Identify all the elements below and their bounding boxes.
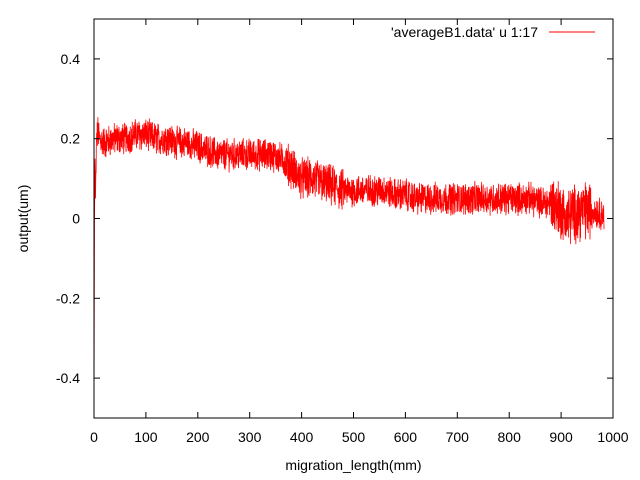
x-axis-label: migration_length(mm) (285, 457, 421, 473)
y-tick-label: -0.2 (56, 290, 80, 306)
x-tick-label: 200 (186, 429, 210, 445)
x-tick-label: 500 (342, 429, 366, 445)
labels-layer: 0 100 200 300 400 500 600 700 800 900 1000 -0.4 -0.2… (56, 51, 629, 445)
y-tick-label: 0 (72, 211, 80, 227)
x-tick-label: 700 (446, 429, 470, 445)
x-tick-label: 300 (238, 429, 262, 445)
series-layer (93, 117, 605, 419)
y-tick-label: 0.4 (61, 51, 81, 67)
x-tick-label: 900 (549, 429, 573, 445)
ticks-layer (93, 19, 614, 418)
legend: 'averageB1.data' u 1:17 (391, 24, 595, 40)
y-axis-label: output(um) (15, 185, 31, 253)
y-tick-label: -0.4 (56, 370, 80, 386)
legend-entry-label: 'averageB1.data' u 1:17 (391, 24, 538, 40)
x-tick-label: 1000 (597, 429, 628, 445)
plot-frame (93, 18, 614, 419)
x-tick-label: 800 (498, 429, 522, 445)
series-line (93, 117, 605, 419)
x-tick-label: 0 (90, 429, 98, 445)
x-tick-label: 400 (290, 429, 314, 445)
y-tick-label: 0.2 (61, 131, 81, 147)
x-tick-label: 600 (394, 429, 418, 445)
x-tick-label: 100 (134, 429, 158, 445)
